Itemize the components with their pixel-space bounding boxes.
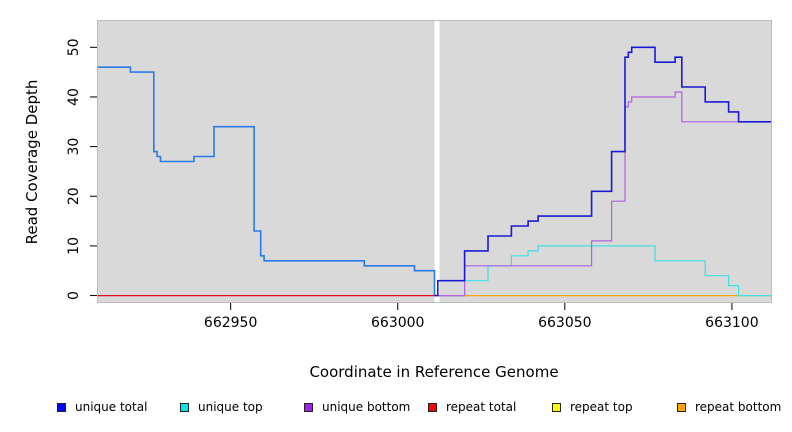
y-tick-label: 0 <box>66 291 82 300</box>
x-axis: 662950 663000 663050 663100 <box>204 303 759 331</box>
plot-border <box>97 20 772 303</box>
series-line-coverage-6 <box>97 66 436 296</box>
y-tick-label: 30 <box>66 138 82 156</box>
x-tick-label: 663000 <box>371 315 424 331</box>
legend-label: repeat top <box>570 400 633 414</box>
legend-label: unique bottom <box>322 400 411 414</box>
x-axis-title: Coordinate in Reference Genome <box>309 363 558 381</box>
legend-item-repeat-total: repeat total <box>428 400 516 414</box>
series-layer <box>97 46 772 297</box>
y-tick-label: 40 <box>66 88 82 106</box>
gap-band <box>434 20 440 303</box>
x-tick-label: 663100 <box>705 315 758 331</box>
legend-item-unique-top: unique top <box>180 400 263 414</box>
legend-swatch <box>304 402 313 412</box>
legend-swatch <box>428 402 437 412</box>
legend-swatch <box>677 402 686 412</box>
series-line-unique-bottom <box>434 91 772 297</box>
legend-label: repeat bottom <box>695 400 782 414</box>
legend-swatch <box>57 402 66 412</box>
y-tick-label: 20 <box>66 187 82 205</box>
y-axis-title: Read Coverage Depth <box>23 80 41 245</box>
legend-item-unique-bottom: unique bottom <box>304 400 410 414</box>
legend-label: unique top <box>198 400 263 414</box>
legend-item-unique-total: unique total <box>57 400 147 414</box>
y-tick-label: 10 <box>66 237 82 255</box>
legend-swatch <box>552 402 561 412</box>
y-tick-label: 50 <box>66 38 82 56</box>
x-tick-label: 663050 <box>538 315 591 331</box>
legend-swatch <box>180 402 189 412</box>
y-axis: 0 10 20 30 40 50 <box>66 38 97 300</box>
legend-label: repeat total <box>446 400 517 414</box>
series-line-unique-top <box>434 245 772 297</box>
legend-item-repeat-top: repeat top <box>552 400 633 414</box>
series-line-unique-total <box>434 46 772 297</box>
legend: unique total unique top unique bottom repea… <box>0 400 792 418</box>
legend-item-repeat-bottom: repeat bottom <box>677 400 781 414</box>
x-tick-label: 662950 <box>204 315 257 331</box>
legend-label: unique total <box>75 400 148 414</box>
